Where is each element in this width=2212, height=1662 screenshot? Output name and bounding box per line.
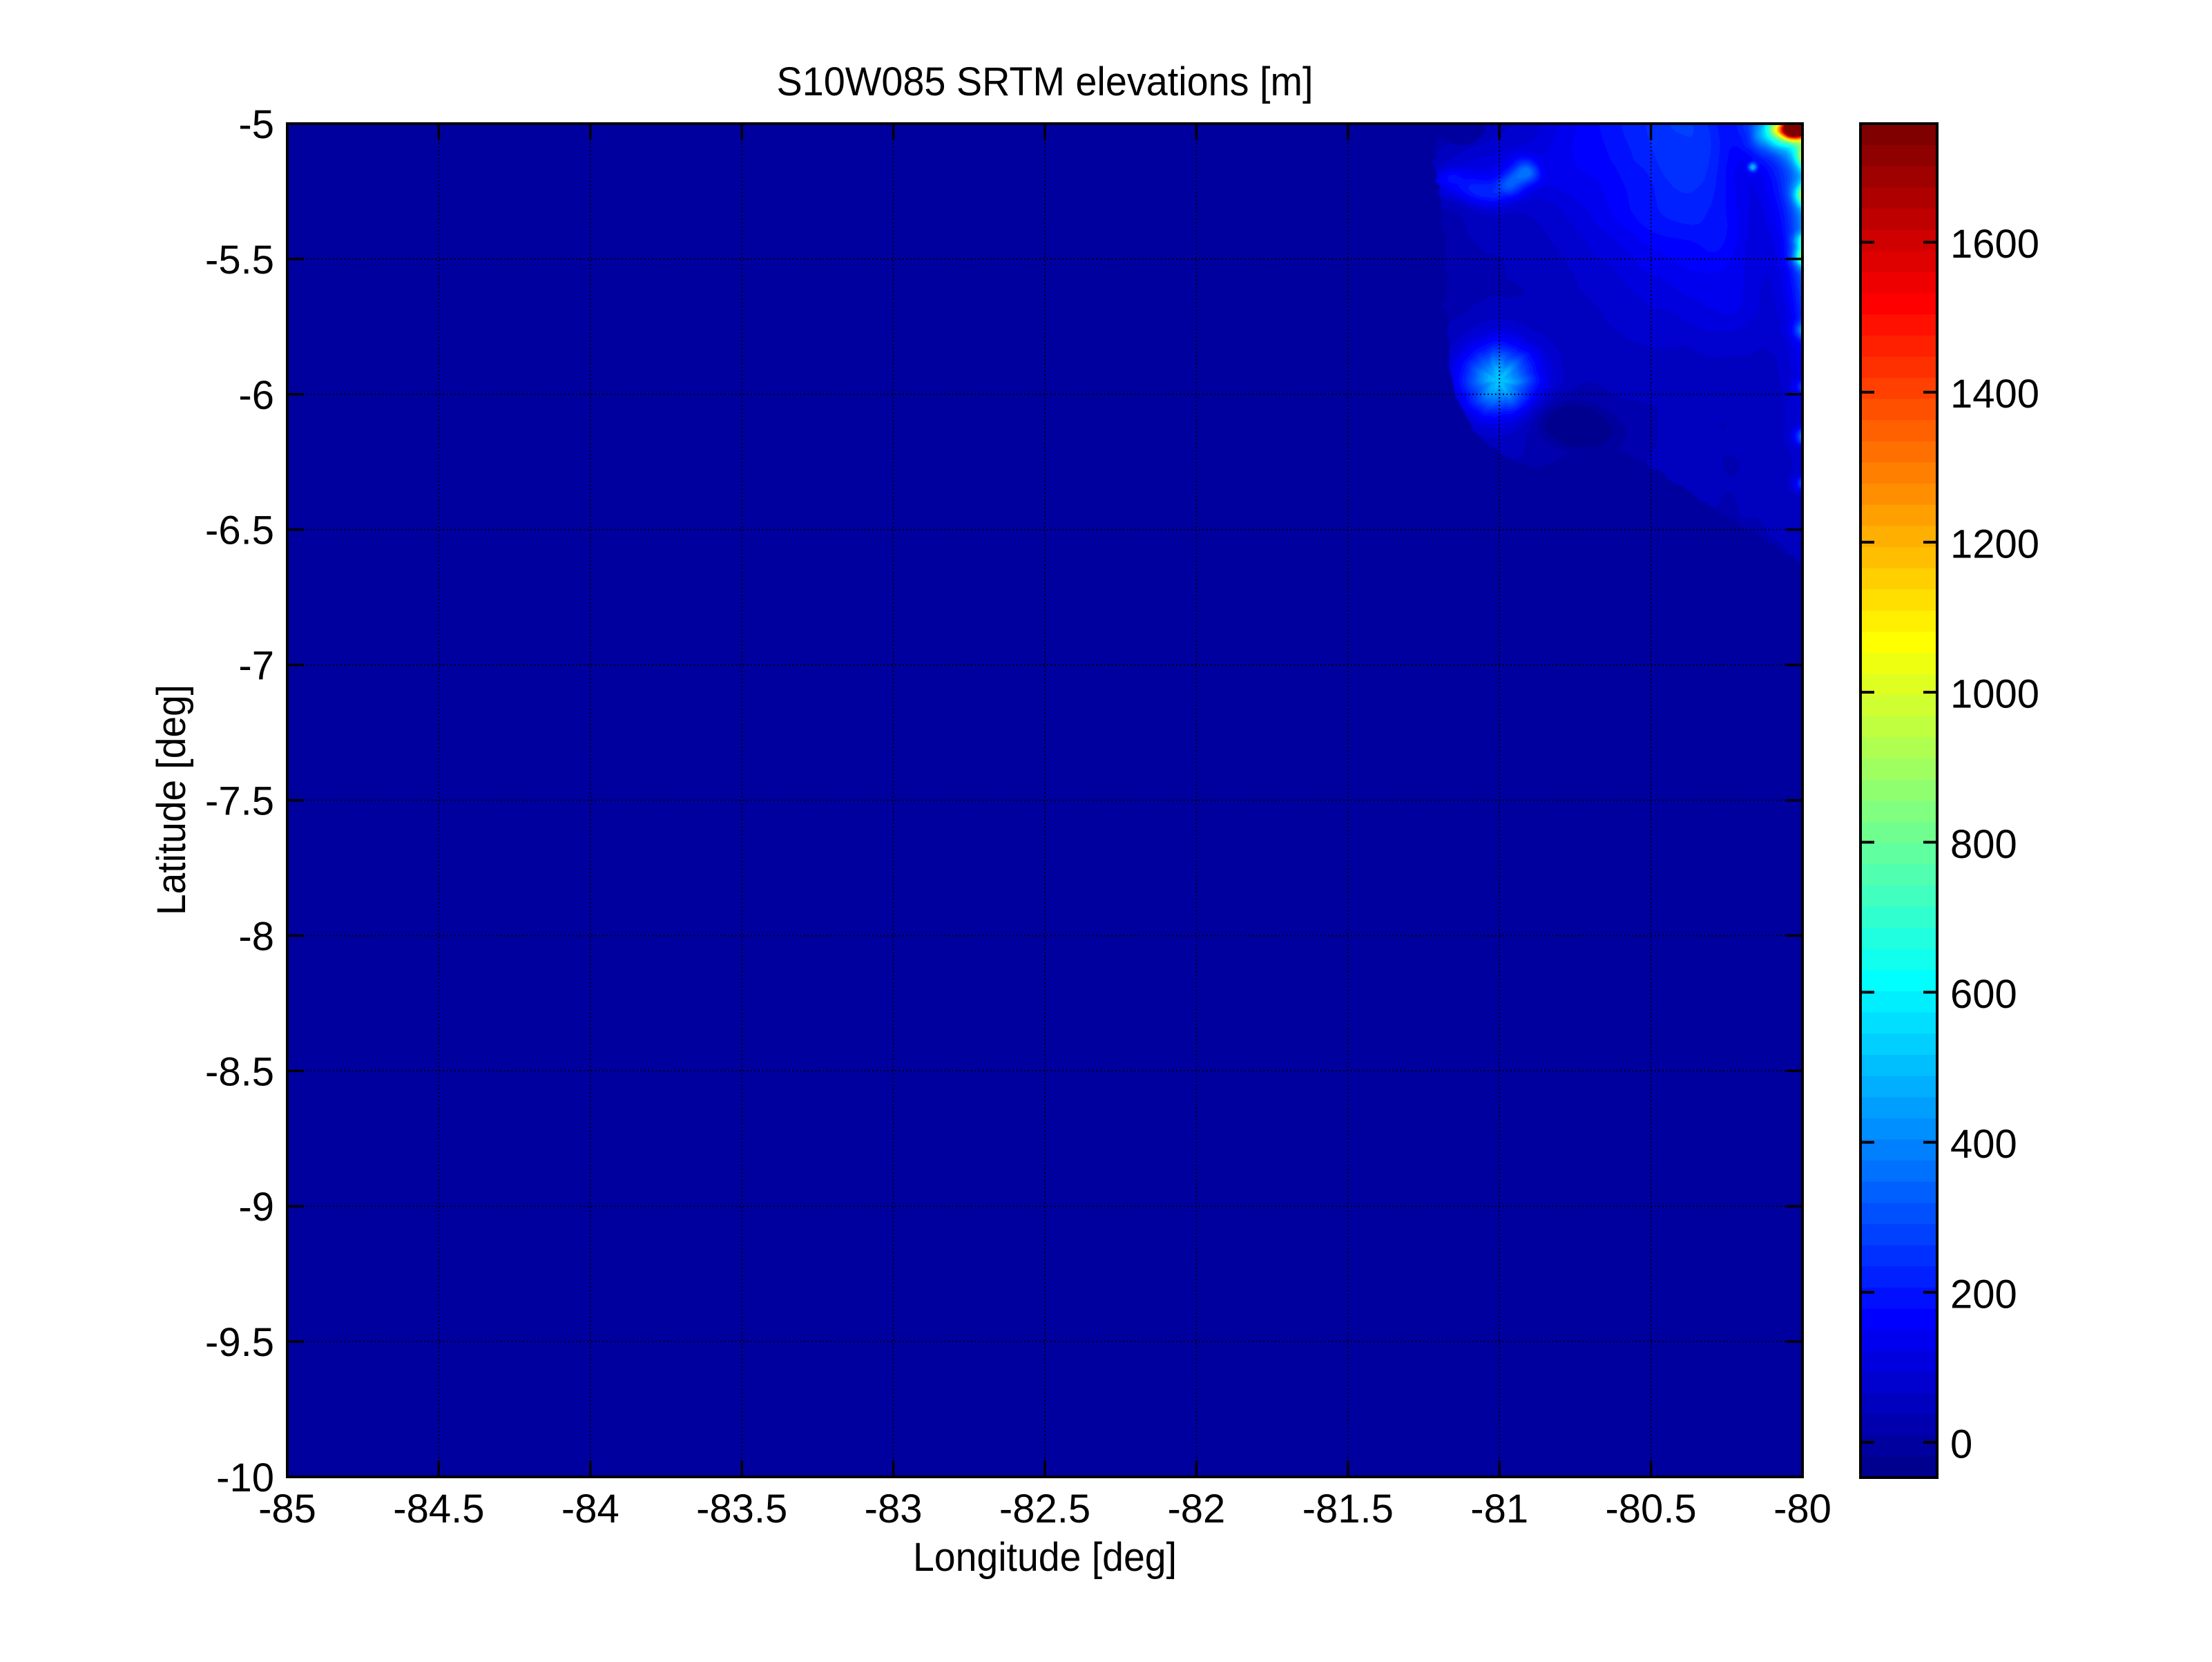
svg-text:-81: -81 [1470, 1487, 1528, 1531]
svg-text:-81.5: -81.5 [1302, 1487, 1394, 1531]
svg-text:-9: -9 [238, 1185, 274, 1230]
svg-text:-5.5: -5.5 [205, 238, 274, 283]
svg-text:-5: -5 [238, 102, 274, 147]
svg-text:-80: -80 [1773, 1487, 1831, 1531]
svg-text:-84: -84 [561, 1487, 619, 1531]
svg-text:-80.5: -80.5 [1605, 1487, 1696, 1531]
svg-text:S10W085 SRTM elevations [m]: S10W085 SRTM elevations [m] [777, 59, 1314, 104]
svg-text:Latitude [deg]: Latitude [deg] [149, 685, 194, 915]
svg-text:-82: -82 [1167, 1487, 1225, 1531]
svg-text:-7: -7 [238, 644, 274, 689]
svg-text:-7.5: -7.5 [205, 779, 274, 824]
svg-text:800: 800 [1950, 822, 2017, 867]
svg-text:-83: -83 [865, 1487, 923, 1531]
svg-text:1000: 1000 [1950, 672, 2039, 717]
svg-text:-83.5: -83.5 [696, 1487, 787, 1531]
svg-text:Longitude [deg]: Longitude [deg] [913, 1535, 1177, 1580]
svg-text:-8: -8 [238, 914, 274, 959]
svg-text:0: 0 [1950, 1422, 1972, 1467]
svg-text:-9.5: -9.5 [205, 1320, 274, 1365]
svg-text:-6.5: -6.5 [205, 508, 274, 553]
svg-text:600: 600 [1950, 972, 2017, 1017]
svg-text:-84.5: -84.5 [393, 1487, 484, 1531]
svg-text:-6: -6 [238, 373, 274, 418]
svg-text:-8.5: -8.5 [205, 1049, 274, 1094]
svg-text:-82.5: -82.5 [999, 1487, 1090, 1531]
svg-text:1600: 1600 [1950, 222, 2039, 267]
svg-text:400: 400 [1950, 1122, 2017, 1167]
svg-text:-85: -85 [258, 1487, 316, 1531]
svg-text:1400: 1400 [1950, 372, 2039, 417]
svg-text:-10: -10 [216, 1455, 274, 1500]
svg-text:1200: 1200 [1950, 522, 2039, 566]
svg-text:200: 200 [1950, 1272, 2017, 1317]
